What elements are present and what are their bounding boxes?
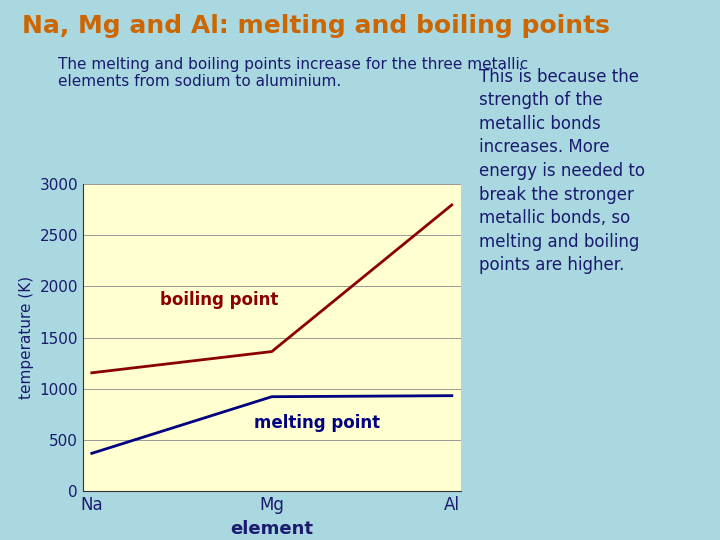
Y-axis label: temperature (K): temperature (K) (19, 276, 34, 399)
X-axis label: element: element (230, 520, 313, 538)
Text: boiling point: boiling point (160, 291, 279, 309)
Text: The melting and boiling points increase for the three metallic
elements from sod: The melting and boiling points increase … (58, 57, 528, 89)
Text: Na, Mg and Al: melting and boiling points: Na, Mg and Al: melting and boiling point… (22, 14, 609, 37)
Text: melting point: melting point (254, 414, 380, 432)
Text: This is because the
strength of the
metallic bonds
increases. More
energy is nee: This is because the strength of the meta… (479, 68, 645, 274)
